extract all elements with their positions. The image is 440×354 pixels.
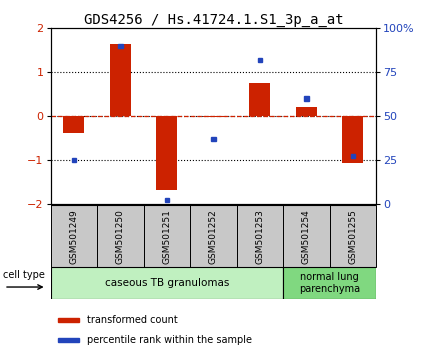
- FancyBboxPatch shape: [330, 205, 376, 267]
- Text: GSM501250: GSM501250: [116, 209, 125, 264]
- Title: GDS4256 / Hs.41724.1.S1_3p_a_at: GDS4256 / Hs.41724.1.S1_3p_a_at: [84, 13, 343, 27]
- Text: cell type: cell type: [3, 270, 44, 280]
- FancyBboxPatch shape: [237, 205, 283, 267]
- FancyBboxPatch shape: [97, 205, 143, 267]
- Text: GSM501253: GSM501253: [255, 209, 264, 264]
- FancyBboxPatch shape: [51, 205, 97, 267]
- Bar: [110, 44, 131, 116]
- Bar: [157, 116, 177, 190]
- FancyBboxPatch shape: [283, 267, 376, 299]
- Bar: [211, 137, 216, 141]
- Bar: [203, 116, 224, 117]
- Bar: [342, 116, 363, 163]
- FancyBboxPatch shape: [190, 205, 237, 267]
- FancyBboxPatch shape: [143, 205, 190, 267]
- Text: GSM501252: GSM501252: [209, 209, 218, 264]
- Bar: [296, 107, 317, 116]
- Bar: [63, 116, 84, 133]
- Bar: [257, 58, 262, 62]
- Bar: [165, 198, 169, 202]
- FancyBboxPatch shape: [51, 267, 283, 299]
- Text: transformed count: transformed count: [87, 315, 178, 325]
- FancyBboxPatch shape: [283, 205, 330, 267]
- Text: normal lung
parenchyma: normal lung parenchyma: [299, 272, 360, 294]
- Bar: [304, 96, 309, 101]
- Text: percentile rank within the sample: percentile rank within the sample: [87, 335, 252, 345]
- Text: GSM501255: GSM501255: [348, 209, 357, 264]
- Text: GSM501251: GSM501251: [162, 209, 172, 264]
- Bar: [351, 154, 355, 159]
- Bar: [249, 83, 270, 116]
- Text: caseous TB granulomas: caseous TB granulomas: [105, 278, 229, 288]
- Bar: [59, 338, 79, 342]
- Text: GSM501249: GSM501249: [70, 209, 78, 264]
- Bar: [59, 318, 79, 322]
- Bar: [118, 44, 123, 48]
- Text: GSM501254: GSM501254: [302, 209, 311, 264]
- Bar: [72, 158, 76, 162]
